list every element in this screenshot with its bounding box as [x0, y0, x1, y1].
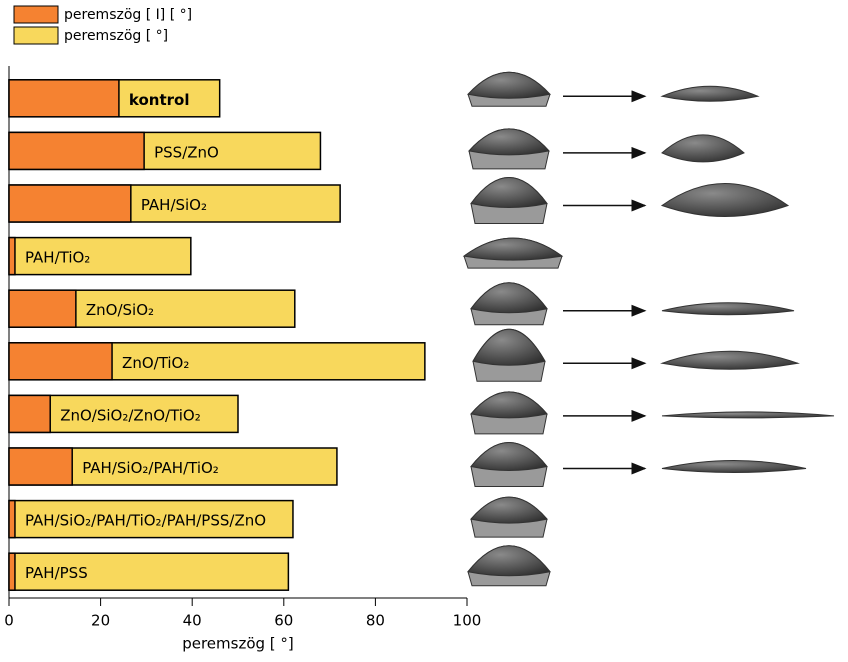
bar-label: PSS/ZnO [154, 143, 219, 161]
bar-label: ZnO/SiO₂/ZnO/TiO₂ [60, 406, 201, 424]
bar [8, 499, 16, 539]
legend-label: peremszög [ °] [64, 28, 168, 44]
flat-droplet [661, 134, 745, 163]
droplet-cap [470, 177, 548, 208]
flat-droplet [661, 460, 807, 473]
droplet-cap [470, 496, 548, 524]
droplet-cap [467, 71, 551, 99]
droplet-cap [468, 128, 550, 156]
bar [8, 447, 73, 486]
bar-label: PAH/SiO₂/PAH/TiO₂ [82, 459, 219, 477]
droplet-cap [470, 442, 548, 471]
bar [8, 131, 145, 171]
droplet-illustrations [462, 71, 835, 587]
bar [8, 394, 51, 434]
flat-droplet [661, 302, 795, 316]
bar [8, 236, 192, 276]
bar [8, 236, 16, 276]
bar [8, 289, 77, 328]
bar-label: ZnO/TiO₂ [122, 354, 189, 372]
flat-droplet [660, 85, 760, 102]
x-axis-label: peremszög [ °] [182, 635, 294, 653]
bar [8, 79, 120, 118]
droplet-cap [472, 328, 546, 366]
legend-label: peremszög [ I] [ °] [64, 7, 192, 23]
bar-label: PAH/SiO₂/PAH/TiO₂/PAH/PSS/ZnO [25, 512, 266, 530]
droplet-cap [467, 545, 551, 577]
bar-label: PAH/SiO₂ [141, 196, 207, 214]
x-tick-label: 100 [453, 612, 482, 630]
legend-swatch [13, 26, 59, 45]
bar [8, 184, 132, 223]
flat-droplet [661, 411, 835, 419]
droplet-cap [462, 237, 564, 261]
bar-label: ZnO/SiO₂ [86, 301, 154, 319]
x-tick-label: 40 [183, 612, 202, 630]
bar [8, 552, 290, 591]
bar-label: PAH/PSS [25, 564, 88, 582]
bar-label: kontrol [129, 91, 190, 109]
bar-label: PAH/TiO₂ [25, 249, 90, 267]
x-tick-label: 60 [274, 612, 293, 630]
bar [8, 552, 16, 591]
x-tick-label: 20 [91, 612, 110, 630]
flat-droplet [660, 183, 790, 217]
droplet-cap [470, 282, 548, 314]
x-tick-label: 0 [4, 612, 14, 630]
flat-droplet [660, 350, 800, 370]
legend-swatch [13, 5, 59, 24]
x-tick-label: 80 [366, 612, 385, 630]
bar [8, 342, 113, 381]
droplet-cap [470, 391, 548, 419]
bar [8, 499, 294, 539]
